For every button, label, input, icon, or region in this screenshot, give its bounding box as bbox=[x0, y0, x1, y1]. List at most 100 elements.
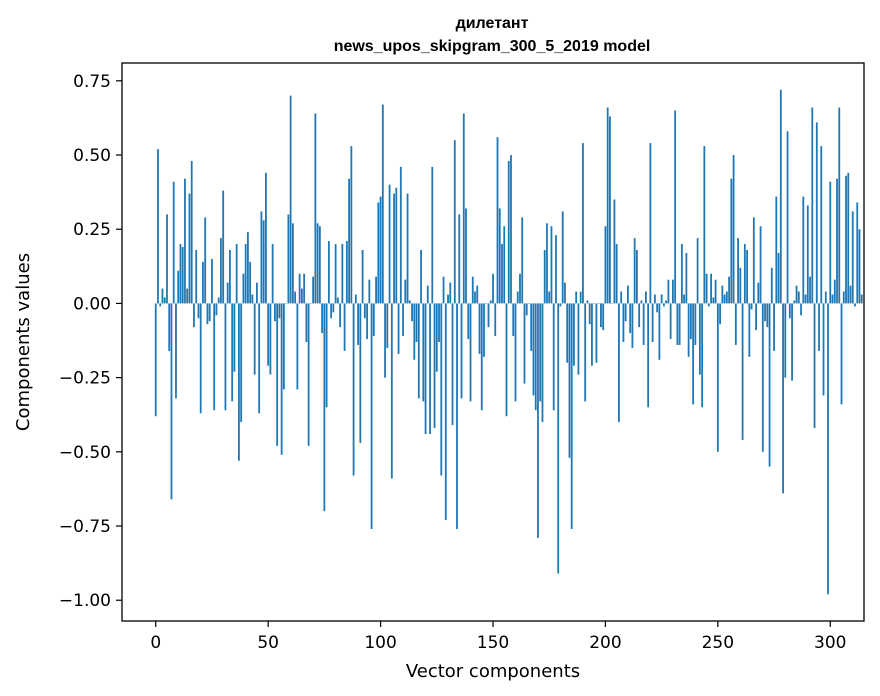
bar bbox=[359, 303, 362, 443]
bar bbox=[764, 303, 766, 322]
bar bbox=[404, 279, 407, 304]
bar bbox=[440, 303, 443, 476]
plot-frame bbox=[121, 62, 865, 622]
bar bbox=[323, 303, 326, 512]
bar bbox=[339, 303, 341, 328]
x-tick-label: 250 bbox=[702, 633, 734, 653]
bar bbox=[244, 244, 247, 304]
bar bbox=[343, 303, 346, 351]
bar bbox=[474, 291, 476, 304]
bar bbox=[269, 303, 272, 375]
bar bbox=[415, 303, 418, 342]
bar bbox=[498, 208, 501, 304]
bar bbox=[265, 172, 267, 304]
bar bbox=[725, 291, 728, 304]
bar bbox=[800, 303, 802, 316]
bar bbox=[656, 303, 659, 313]
bar bbox=[258, 303, 261, 414]
bar bbox=[469, 303, 472, 402]
bar bbox=[291, 223, 294, 304]
bar bbox=[354, 294, 357, 304]
bar bbox=[334, 244, 337, 304]
bar bbox=[716, 303, 719, 452]
bar bbox=[494, 303, 497, 337]
bar bbox=[480, 303, 483, 411]
bar bbox=[172, 181, 175, 304]
bar bbox=[424, 303, 427, 435]
bar bbox=[712, 297, 715, 304]
bar bbox=[568, 303, 571, 458]
bar bbox=[759, 226, 762, 304]
bar bbox=[689, 303, 692, 340]
bar bbox=[647, 303, 650, 408]
bar bbox=[820, 146, 823, 304]
bar bbox=[797, 291, 800, 304]
bar bbox=[719, 303, 721, 325]
bar bbox=[321, 303, 324, 334]
bar bbox=[723, 294, 726, 304]
bar bbox=[836, 178, 838, 304]
bar bbox=[442, 276, 445, 304]
bar bbox=[379, 196, 382, 304]
bar bbox=[649, 143, 652, 304]
bar bbox=[519, 273, 521, 304]
bar bbox=[161, 288, 164, 304]
bar bbox=[773, 303, 775, 351]
bar bbox=[357, 303, 359, 345]
bar bbox=[582, 143, 584, 304]
bar bbox=[190, 160, 193, 304]
bar bbox=[615, 244, 618, 304]
bar bbox=[537, 303, 539, 538]
bar bbox=[204, 217, 207, 304]
bar bbox=[316, 223, 319, 304]
bar bbox=[429, 303, 431, 435]
bar bbox=[858, 229, 861, 304]
bar bbox=[435, 303, 438, 372]
bar bbox=[217, 297, 220, 304]
bar bbox=[636, 249, 638, 304]
bar bbox=[671, 279, 674, 304]
bar bbox=[345, 241, 348, 304]
bar bbox=[411, 303, 413, 322]
bar bbox=[680, 244, 683, 304]
bar bbox=[687, 303, 690, 357]
bar bbox=[775, 196, 778, 304]
bar bbox=[739, 267, 742, 304]
bar bbox=[372, 303, 375, 337]
bar bbox=[157, 149, 159, 304]
y-tick-label: 0.75 bbox=[73, 72, 111, 92]
bar bbox=[226, 282, 229, 304]
bar bbox=[854, 303, 856, 307]
bar bbox=[501, 244, 503, 304]
bar bbox=[222, 190, 225, 304]
bar bbox=[251, 294, 254, 304]
bar bbox=[512, 303, 515, 337]
y-tick-label: 0.50 bbox=[73, 146, 111, 166]
bar bbox=[743, 244, 746, 304]
bar bbox=[503, 226, 506, 304]
bar bbox=[600, 303, 602, 328]
bar bbox=[487, 303, 490, 328]
bar bbox=[618, 303, 620, 423]
bar bbox=[676, 303, 679, 345]
bar bbox=[431, 166, 434, 304]
bar bbox=[570, 303, 573, 529]
bar bbox=[184, 178, 186, 304]
bar bbox=[856, 202, 859, 304]
bar bbox=[202, 261, 204, 304]
bar bbox=[757, 282, 760, 304]
bar bbox=[235, 244, 238, 304]
bar bbox=[586, 300, 589, 304]
bar bbox=[402, 303, 404, 337]
bar bbox=[698, 303, 701, 375]
bar bbox=[609, 116, 611, 304]
bar bbox=[662, 303, 665, 307]
bar bbox=[543, 249, 546, 304]
bar bbox=[206, 303, 209, 325]
bar bbox=[247, 232, 249, 304]
bar bbox=[791, 303, 793, 381]
bar bbox=[242, 273, 245, 304]
bar bbox=[642, 303, 645, 345]
bar bbox=[550, 226, 553, 304]
bar bbox=[211, 258, 213, 304]
